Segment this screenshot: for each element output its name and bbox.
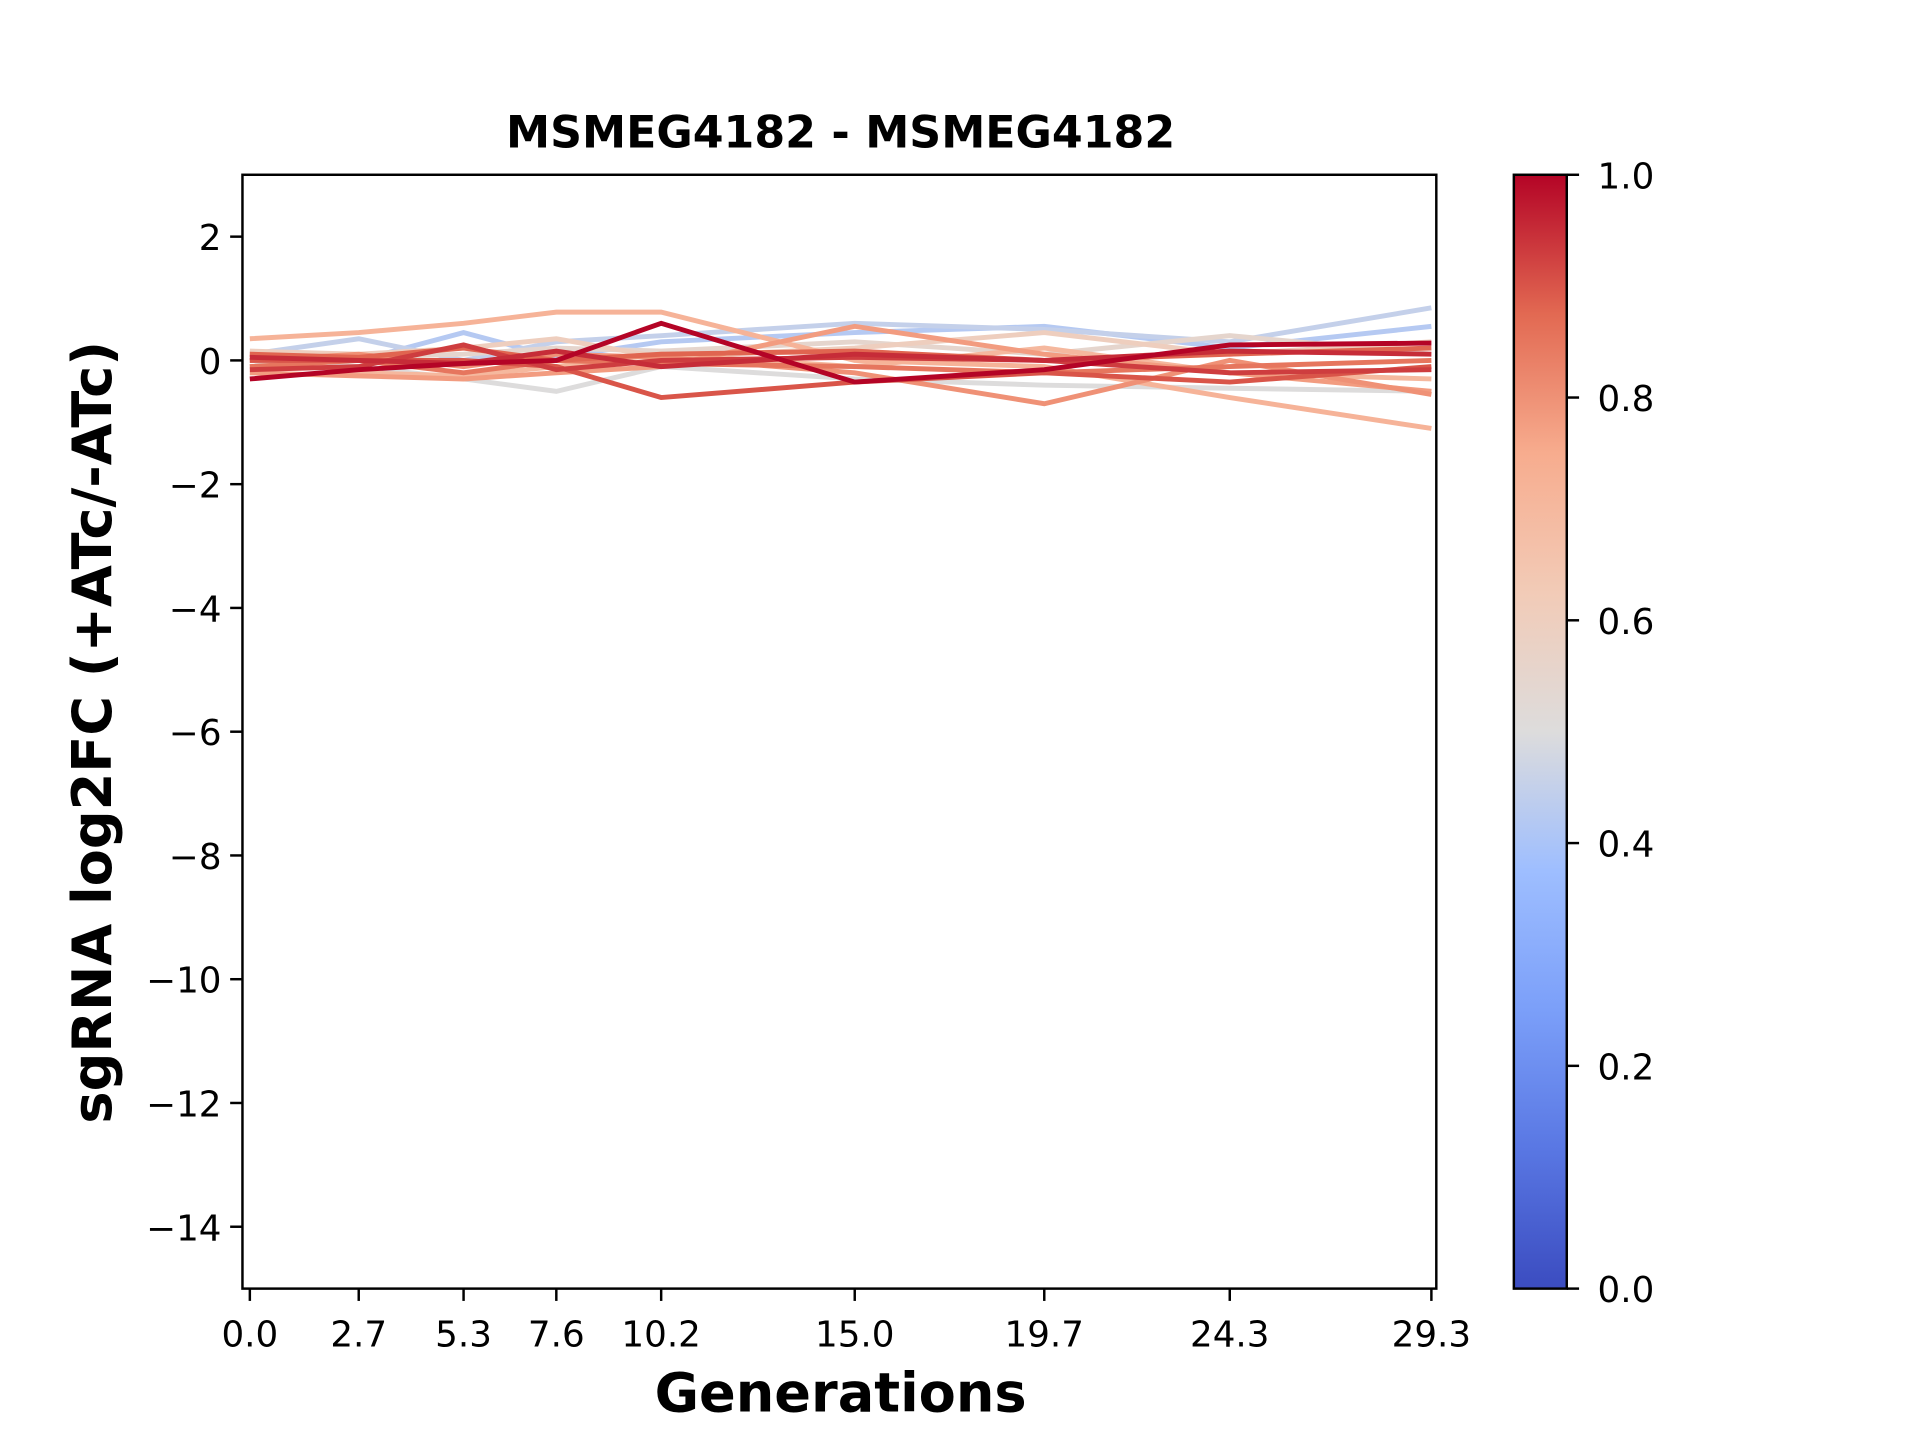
colorbar-tick-label: 0.0 [1598, 1270, 1655, 1311]
x-tick-label: 7.6 [528, 1314, 585, 1355]
y-tick-label: −6 [169, 713, 222, 754]
colorbar-tick-label: 0.4 [1598, 825, 1655, 866]
x-axis-label: Generations [655, 1362, 1027, 1425]
x-tick-label: 19.7 [1005, 1314, 1084, 1355]
chart-title: MSMEG4182 - MSMEG4182 [506, 108, 1175, 159]
series-line [249, 320, 1432, 385]
colorbar-tick-label: 0.6 [1598, 602, 1655, 643]
y-tick-label: −14 [146, 1208, 221, 1249]
colorbar-tick-label: 0.8 [1598, 379, 1655, 420]
x-tick-label: 15.0 [815, 1314, 894, 1355]
x-tick-label: 5.3 [435, 1314, 492, 1355]
x-tick-label: 0.0 [221, 1314, 278, 1355]
series-line [249, 309, 1432, 431]
y-tick-label: −2 [169, 466, 222, 507]
y-axis-label: sgRNA log2FC (+ATc/-ATc) [61, 341, 124, 1124]
colorbar-tick-label: 0.2 [1598, 1047, 1655, 1088]
series-line [249, 305, 1432, 363]
y-tick-label: −4 [169, 589, 222, 630]
colorbar-tick-label: 1.0 [1598, 156, 1655, 197]
x-tick-label: 10.2 [621, 1314, 700, 1355]
y-tick-label: 2 [199, 218, 222, 259]
x-tick-label: 2.7 [330, 1314, 387, 1355]
y-tick-label: −12 [146, 1085, 221, 1126]
x-tick-label: 29.3 [1392, 1314, 1471, 1355]
y-tick-label: −8 [169, 837, 222, 878]
colorbar [1512, 173, 1568, 1290]
y-tick-label: 0 [199, 342, 222, 383]
x-tick-label: 24.3 [1190, 1314, 1269, 1355]
y-tick-label: −10 [146, 961, 221, 1002]
